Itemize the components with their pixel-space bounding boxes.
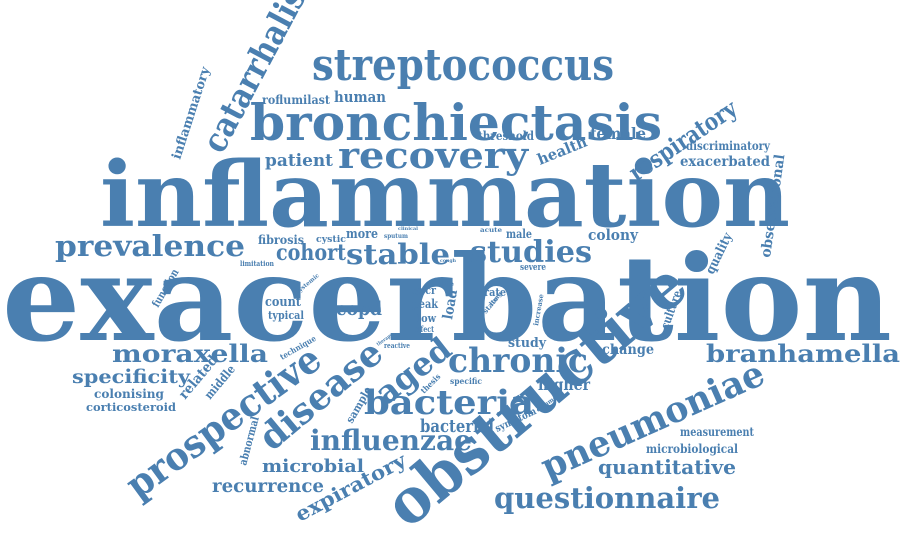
word-corticosteroid: corticosteroid bbox=[86, 401, 176, 414]
word-bronchiectasis: bronchiectasis bbox=[250, 93, 662, 152]
word-male: male bbox=[506, 227, 532, 241]
word-exacerbated: exacerbated bbox=[680, 154, 770, 170]
word-exacerbation: exacerbation bbox=[2, 229, 892, 368]
word-studies: studies bbox=[470, 235, 592, 270]
word-stable: stable bbox=[346, 238, 450, 271]
word-acute: cough bbox=[440, 258, 456, 264]
word-protein: clinical bbox=[398, 226, 418, 232]
word-human: human bbox=[334, 88, 386, 106]
word-life: life bbox=[442, 281, 454, 288]
word-rate: rate bbox=[484, 286, 506, 299]
word-change: change bbox=[602, 342, 654, 358]
word-specificity: specificity bbox=[72, 366, 191, 388]
word-branhamella: branhamella bbox=[706, 339, 900, 368]
word-measurement: measurement bbox=[680, 425, 754, 439]
word-specific: specific bbox=[450, 376, 482, 386]
word-quantitative: quantitative bbox=[598, 455, 736, 479]
word-higher: higher bbox=[538, 375, 591, 394]
word-threshold: threshold bbox=[478, 129, 535, 143]
word-clinical: sputum bbox=[384, 233, 409, 240]
word-copd: copd bbox=[336, 298, 382, 320]
word-bacteria: bacteria bbox=[364, 383, 534, 423]
word-prevalence: prevalence bbox=[55, 229, 245, 263]
word-sputum: acute bbox=[480, 227, 502, 234]
word-female: female bbox=[590, 124, 646, 143]
word-discriminatory: discriminatory bbox=[686, 139, 771, 153]
word-recurrence: recurrence bbox=[212, 475, 324, 497]
word-cohort: cohort bbox=[276, 240, 347, 266]
word-study: study bbox=[508, 336, 546, 351]
word-flow: flow bbox=[414, 312, 436, 325]
word-limitation: limitation bbox=[240, 259, 274, 268]
word-bacterial: bacterial bbox=[420, 416, 494, 437]
word-streptococcus: streptococcus bbox=[312, 40, 614, 91]
word-roflumilast: roflumilast bbox=[262, 93, 330, 107]
word-effect: effect bbox=[414, 324, 434, 334]
word-colony: colony bbox=[588, 226, 639, 244]
word-more: more bbox=[346, 227, 378, 242]
word-fibrosis: fibrosis bbox=[258, 233, 304, 247]
word-chronic: chronic bbox=[448, 341, 588, 381]
word-typical: typical bbox=[268, 309, 304, 322]
word-load: load bbox=[440, 288, 461, 320]
word-reactive: reactive bbox=[384, 341, 410, 350]
word-qpcr: qpcr bbox=[412, 284, 436, 297]
word-moraxella: moraxella bbox=[112, 339, 268, 368]
word-peak: peak bbox=[412, 297, 439, 311]
word-microbial: microbial bbox=[262, 456, 364, 477]
word-patient: patient bbox=[265, 151, 333, 171]
word-questionnaire: questionnaire bbox=[494, 481, 720, 515]
word-cystic: cystic bbox=[316, 235, 347, 245]
word-recovery: recovery bbox=[338, 135, 529, 177]
word-severe: severe bbox=[520, 263, 546, 273]
word-colonising: colonising bbox=[94, 387, 165, 401]
word-inflammation: inflammation bbox=[100, 142, 790, 248]
word-microbiological: microbiological bbox=[646, 442, 738, 456]
word-influenzae: influenzae bbox=[310, 424, 472, 457]
word-count: count bbox=[265, 295, 301, 310]
